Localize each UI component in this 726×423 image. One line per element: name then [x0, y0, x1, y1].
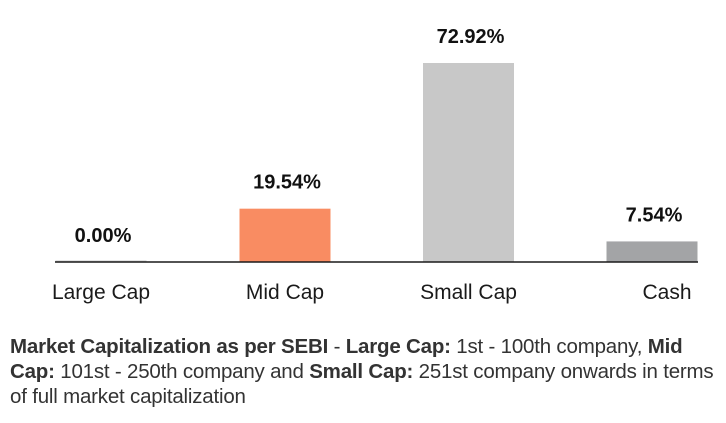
- category-labels-group: Large Cap Mid Cap Small Cap Cash: [52, 281, 692, 304]
- footnote-text: 1st - 100th company,: [450, 335, 648, 358]
- footnote-bold-term: Market Capitalization as per SEBI: [10, 335, 329, 358]
- value-label-cash: 7.54%: [626, 204, 683, 226]
- footnote-text: 251st company onwards in terms of full m…: [10, 360, 714, 408]
- bar-cash: [606, 241, 698, 262]
- category-label-small-cap: Small Cap: [420, 281, 517, 304]
- footnote-text: -: [328, 335, 346, 358]
- category-label-mid-cap: Mid Cap: [246, 281, 324, 304]
- bar-small-cap: [423, 63, 514, 262]
- footnote-text: 101st - 250th company and: [54, 360, 310, 383]
- bars-group: [55, 63, 698, 262]
- bar-mid-cap: [239, 208, 331, 262]
- footnote-bold-term: Mid Cap:: [10, 335, 683, 383]
- value-label-large-cap: 0.00%: [75, 225, 132, 247]
- category-label-cash: Cash: [642, 281, 691, 304]
- value-label-mid-cap: 19.54%: [253, 172, 321, 194]
- footnote-bold-term: Small Cap:: [309, 360, 414, 383]
- footnote-bold-term: Large Cap:: [345, 335, 451, 358]
- value-label-small-cap: 72.92%: [437, 26, 505, 48]
- market-cap-footnote: Market Capitalization as per SEBI - Larg…: [10, 334, 722, 409]
- category-label-large-cap: Large Cap: [52, 281, 150, 304]
- market-cap-bar-chart: 0.00% 19.54% 72.92% 7.54% Large Cap Mid Cap S…: [52, 26, 698, 304]
- value-labels-group: 0.00% 19.54% 72.92% 7.54%: [75, 26, 683, 247]
